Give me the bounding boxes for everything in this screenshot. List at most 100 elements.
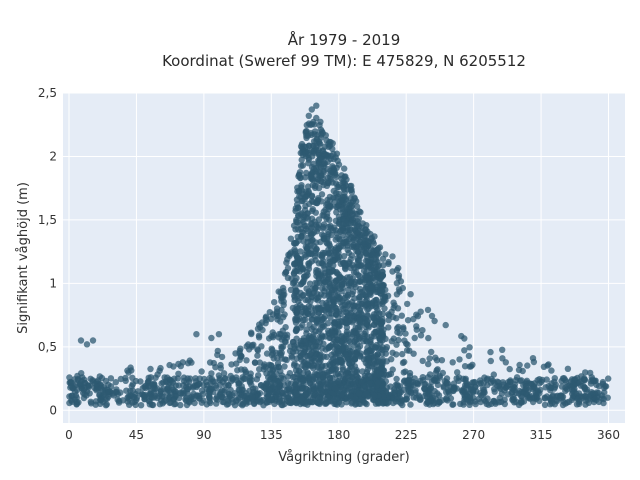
data-point [399, 401, 406, 409]
data-point [548, 400, 556, 407]
data-point [543, 376, 550, 383]
data-point [393, 351, 400, 358]
data-point [302, 188, 310, 195]
data-point [291, 246, 298, 253]
data-point [356, 317, 363, 324]
x-tick-label: 270 [462, 428, 485, 442]
data-point [299, 350, 306, 358]
data-point [315, 195, 322, 202]
data-point [375, 322, 383, 329]
data-point [456, 356, 463, 363]
data-point [333, 209, 340, 216]
data-point [467, 383, 475, 391]
data-point [348, 203, 355, 210]
data-point [354, 341, 361, 348]
data-point [97, 396, 104, 403]
data-point [217, 390, 224, 397]
data-point [206, 393, 213, 400]
data-point [298, 182, 305, 189]
x-tick-label: 90 [196, 428, 211, 442]
data-point [366, 363, 373, 370]
data-point [558, 383, 566, 390]
data-point [604, 394, 611, 401]
data-point [303, 132, 310, 139]
data-point [331, 323, 338, 331]
data-point [319, 160, 326, 168]
data-point [266, 388, 273, 395]
data-point [251, 359, 259, 366]
data-point [335, 220, 342, 227]
data-point [520, 398, 528, 405]
data-point [295, 187, 303, 194]
data-point [271, 400, 278, 408]
data-point [538, 378, 545, 386]
data-point [326, 142, 334, 149]
data-point [588, 389, 595, 396]
data-point [360, 338, 367, 345]
data-point [299, 362, 306, 369]
data-point [256, 321, 263, 328]
y-tick-label: 1,5 [38, 213, 57, 227]
data-point [348, 370, 355, 377]
data-point [351, 281, 358, 288]
data-point [81, 385, 88, 393]
data-point [77, 337, 85, 344]
data-point [312, 247, 319, 255]
data-point [313, 239, 320, 246]
data-point [255, 334, 263, 341]
data-point [404, 317, 412, 324]
data-point [356, 285, 364, 293]
chart-subtitle: Koordinat (Sweref 99 TM): E 475829, N 62… [162, 52, 526, 70]
data-point [349, 331, 357, 338]
data-point [307, 225, 315, 232]
data-point [506, 365, 513, 373]
data-point [270, 381, 277, 389]
data-point [425, 397, 432, 405]
data-point [284, 386, 291, 393]
data-point [395, 336, 402, 344]
data-point [462, 376, 469, 384]
data-point [453, 375, 460, 382]
data-point [340, 253, 348, 260]
data-point [549, 392, 557, 399]
data-point [339, 227, 346, 234]
data-point [397, 278, 405, 285]
data-point [152, 374, 159, 381]
y-tick-label: 1 [49, 276, 57, 290]
data-point [284, 373, 292, 380]
data-point [317, 270, 324, 277]
data-point [328, 329, 335, 337]
data-point [396, 389, 403, 396]
data-point [399, 350, 406, 358]
data-point [325, 249, 332, 257]
data-point [243, 343, 250, 350]
data-point [363, 390, 370, 398]
data-point [293, 390, 300, 398]
x-tick-label: 0 [65, 428, 73, 442]
data-point [330, 187, 337, 195]
data-point [580, 382, 587, 389]
data-point [432, 375, 440, 382]
data-point [299, 264, 307, 272]
data-point [308, 173, 315, 180]
data-point [301, 196, 308, 203]
data-point [102, 377, 110, 385]
x-tick-label: 225 [395, 428, 418, 442]
data-point [146, 401, 153, 408]
data-point [315, 260, 323, 267]
data-point [365, 300, 372, 307]
data-point [582, 369, 589, 376]
data-point [540, 363, 548, 370]
data-point [235, 381, 242, 389]
data-point [336, 274, 344, 281]
data-point [213, 400, 220, 407]
data-point [89, 337, 97, 344]
data-point [248, 329, 255, 336]
data-point [312, 221, 320, 228]
data-point [434, 366, 441, 373]
data-point [395, 272, 403, 279]
data-point [237, 394, 244, 401]
data-point [385, 399, 392, 406]
data-point [413, 394, 420, 401]
